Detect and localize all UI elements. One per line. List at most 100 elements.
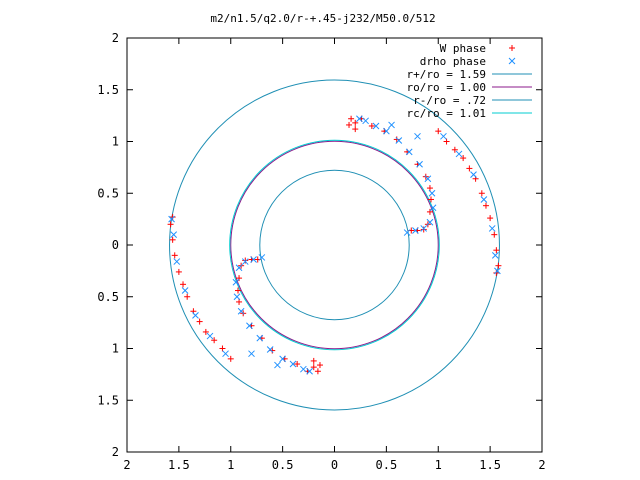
radius-circle	[259, 169, 410, 321]
w-phase-point	[171, 252, 178, 259]
w-phase-point	[348, 115, 355, 122]
legend-label: W phase	[440, 42, 486, 55]
w-phase-point	[487, 215, 494, 222]
w-phase-point	[202, 328, 209, 335]
w-phase-point	[169, 214, 176, 221]
w-phase-point	[211, 337, 218, 344]
circles-layer	[169, 79, 500, 411]
y-tick-label: 0.5	[97, 186, 119, 200]
drho-phase-point	[206, 332, 214, 340]
chart-title: m2/n1.5/q2.0/r-+.45-j232/M50.0/512	[210, 12, 435, 25]
drho-phase-point	[356, 115, 363, 123]
w-phase-point	[227, 355, 234, 362]
w-phase-point	[491, 231, 498, 238]
drho-phase-point	[403, 229, 411, 236]
drho-phase-point	[232, 278, 240, 286]
w-phase-point	[175, 268, 182, 275]
drho-phase-point	[426, 218, 434, 226]
drho-phase-point	[455, 150, 463, 158]
drho-phase-point	[233, 293, 241, 301]
drho-phase-point	[173, 258, 181, 265]
w-phase-point	[184, 293, 191, 300]
w-phase-point	[219, 345, 226, 352]
w-phase-point	[427, 196, 434, 203]
w-phase-point	[426, 208, 433, 215]
drho-phase-point	[424, 175, 432, 183]
radius-circle	[229, 139, 440, 351]
drho-phase-point	[289, 360, 297, 368]
w-phase-point	[294, 361, 301, 368]
y-tick-label: 0	[112, 238, 119, 252]
w-phase-point	[316, 362, 323, 369]
x-tick-label: 2	[123, 458, 130, 472]
y-tick-label: 2	[112, 31, 119, 45]
drho-phase-point	[168, 215, 175, 223]
drho-phase-point	[306, 367, 313, 375]
w-phase-point	[235, 287, 242, 294]
w-phase-point	[368, 122, 375, 129]
w-phase-point	[314, 368, 321, 375]
drho-phase-point	[300, 365, 307, 373]
drho-phase-point	[241, 258, 249, 265]
axis-layer: 2 1.5 1 0.5 0 0.5 1 1.5 221.510.500.511.52	[97, 31, 545, 472]
drho-phase-point	[237, 307, 245, 315]
drho-phase-point	[412, 227, 419, 234]
drho-phase-point	[170, 231, 178, 239]
drho-phase-point	[274, 361, 281, 369]
w-phase-point	[393, 136, 400, 143]
w-phase-point	[310, 364, 317, 371]
y-tick-label: 1	[112, 135, 119, 149]
x-tick-label: 2	[538, 458, 545, 472]
w-phase-point	[167, 221, 174, 228]
drho-phase-point	[362, 117, 369, 125]
drho-phase-point	[395, 137, 403, 144]
drho-phase-point	[258, 254, 266, 261]
w-phase-point	[346, 121, 353, 128]
w-phase-point	[435, 128, 442, 135]
w-phase-point	[242, 257, 249, 264]
x-tick-label: 0.5	[376, 458, 398, 472]
legend-label: rc/ro = 1.01	[407, 107, 486, 120]
drho-phase-point	[250, 256, 257, 263]
drho-phase-point	[416, 160, 423, 168]
y-tick-label: 2	[112, 445, 119, 459]
w-phase-point	[443, 138, 450, 145]
y-tick-label: 1	[112, 342, 119, 356]
drho-phase-point	[222, 350, 229, 358]
drho-phase-point	[420, 225, 428, 232]
legend-label: r-/ro = .72	[413, 94, 486, 107]
drho-phase-point	[488, 225, 496, 232]
drho-phase-point	[440, 132, 447, 140]
y-tick-label: 1.5	[97, 83, 119, 97]
y-tick-label: 0.5	[97, 290, 119, 304]
drho-phase-point	[383, 127, 390, 135]
w-phase-point	[169, 236, 176, 243]
w-phase-point	[420, 226, 427, 233]
drho-phase-point	[372, 122, 380, 130]
w-phase-point	[352, 126, 359, 133]
x-tick-label: 1	[227, 458, 234, 472]
drho-phase-point	[279, 355, 286, 363]
w-phase-point	[495, 262, 502, 269]
legend-label: drho phase	[420, 55, 486, 68]
drho-phase-point	[248, 350, 255, 358]
y-tick-label: 1.5	[97, 393, 119, 407]
drho-phase-point	[414, 132, 421, 140]
w-phase-point	[236, 275, 243, 282]
drho-phase-point	[429, 204, 437, 212]
radius-circle	[169, 79, 500, 411]
drho-phase-point	[266, 346, 274, 353]
drho-phase-point	[192, 312, 199, 319]
w-phase-point	[493, 247, 500, 254]
drho-phase-point	[428, 189, 436, 197]
points-layer	[167, 115, 502, 375]
radius-circle	[230, 140, 439, 350]
x-tick-label: 0.5	[272, 458, 294, 472]
x-tick-label: 1	[435, 458, 442, 472]
w-phase-point	[269, 347, 276, 354]
x-tick-label: 1.5	[479, 458, 501, 472]
w-phase-point	[310, 357, 317, 364]
w-phase-point	[352, 119, 359, 126]
